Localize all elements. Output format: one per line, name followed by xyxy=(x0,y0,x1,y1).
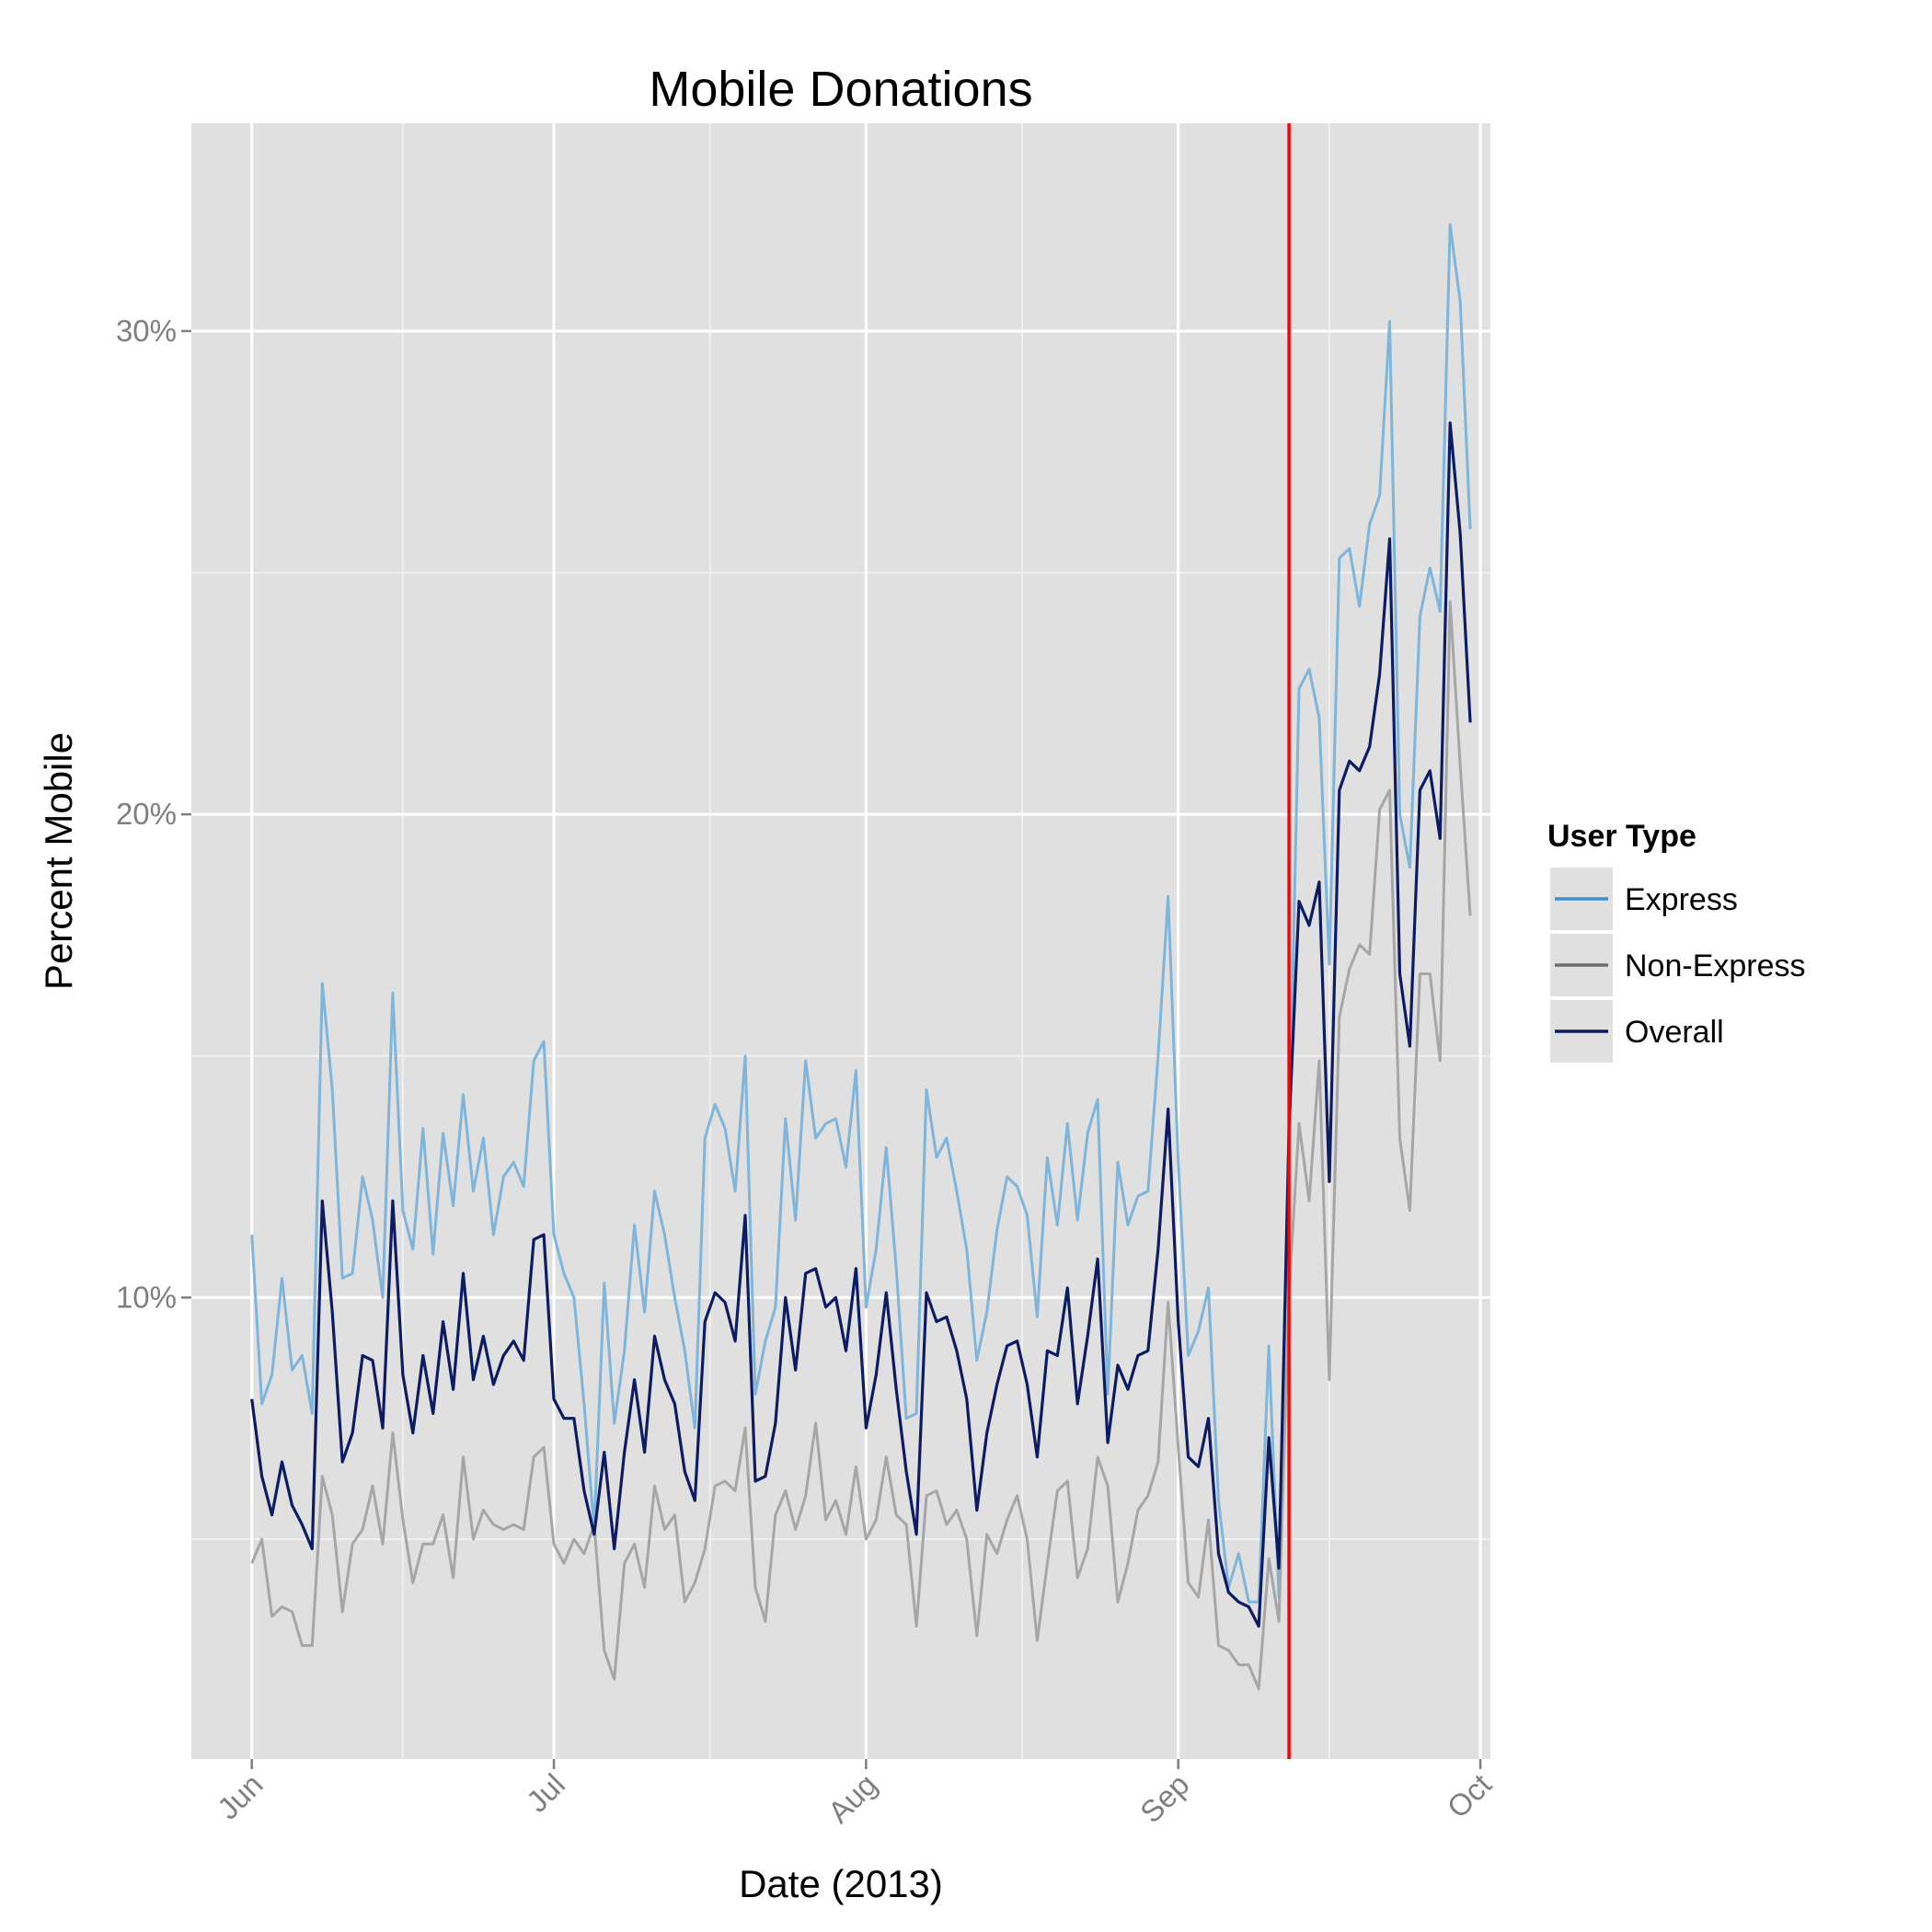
minor-gridlines xyxy=(191,123,1490,1759)
legend-item: Express xyxy=(1548,866,1738,932)
series-line xyxy=(250,421,1472,1628)
y-axis: 10% 20% 30% xyxy=(116,314,191,1314)
series-line xyxy=(250,600,1472,1691)
legend-item: Non-Express xyxy=(1548,932,1806,998)
legend-label: Overall xyxy=(1625,1015,1724,1050)
legend: User Type Express Non-Express Overall xyxy=(1547,819,1806,1064)
series-non-express xyxy=(250,600,1472,1691)
y-tick-label: 20% xyxy=(116,797,177,831)
legend-label: Express xyxy=(1625,882,1738,917)
legend-label: Non-Express xyxy=(1625,949,1806,983)
series-lines xyxy=(250,223,1472,1691)
chart-title: Mobile Donations xyxy=(649,62,1032,117)
y-axis-title: Percent Mobile xyxy=(37,732,80,990)
y-tick-label: 10% xyxy=(116,1280,177,1314)
major-gridlines xyxy=(191,123,1490,1759)
series-overall xyxy=(250,421,1472,1628)
y-tick-label: 30% xyxy=(116,314,177,348)
legend-title: User Type xyxy=(1547,819,1696,854)
series-express xyxy=(250,223,1472,1604)
series-line xyxy=(250,223,1472,1604)
legend-item: Overall xyxy=(1548,998,1724,1064)
x-axis-title: Date (2013) xyxy=(739,1862,943,1905)
